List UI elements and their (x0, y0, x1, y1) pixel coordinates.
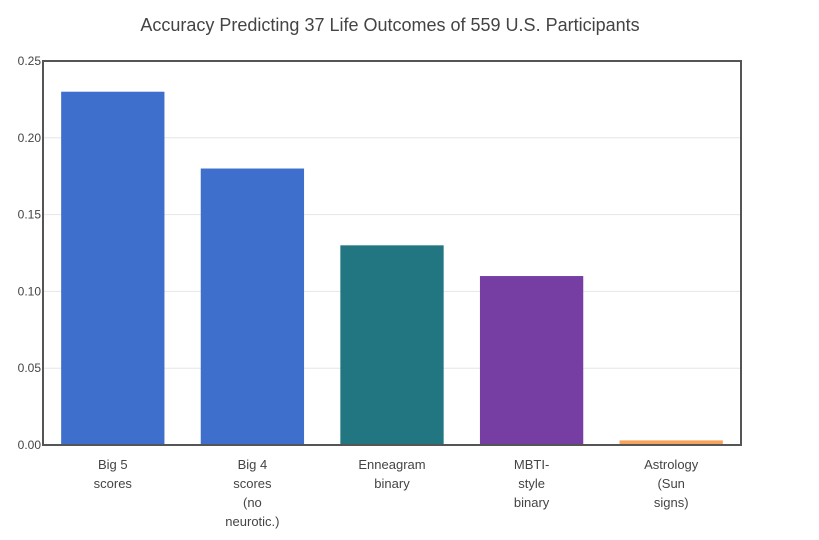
y-tick-label: 0.10 (18, 284, 42, 298)
y-tick-label: 0.05 (18, 361, 42, 375)
y-tick-label: 0.25 (18, 54, 42, 68)
x-axis-labels: Big 5 scores Big 4 scores (no neurotic.) Ennea… (94, 457, 699, 529)
bar[interactable] (340, 245, 444, 445)
y-axis-ticks: 0.00 0.05 0.10 0.15 0.20 0.25 (18, 54, 42, 452)
y-tick-label: 0.00 (18, 438, 42, 452)
bar[interactable] (200, 168, 305, 445)
plot-frame (42, 60, 742, 446)
x-tick-label: Big 4 scores (no neurotic.) (225, 457, 279, 529)
x-tick-label: Astrology (Sun signs) (644, 457, 699, 510)
y-tick-label: 0.15 (18, 208, 42, 222)
x-tick-label: Big 5 scores (94, 457, 133, 491)
bar[interactable] (619, 440, 723, 445)
bars (61, 91, 723, 445)
bar[interactable] (479, 276, 584, 445)
y-tick-label: 0.20 (18, 131, 42, 145)
bar[interactable] (61, 91, 165, 445)
chart-title: Accuracy Predicting 37 Life Outcomes of … (140, 15, 640, 35)
x-tick-label: MBTI-style binary (514, 457, 550, 510)
x-tick-label: Enneagram binary (358, 457, 425, 491)
